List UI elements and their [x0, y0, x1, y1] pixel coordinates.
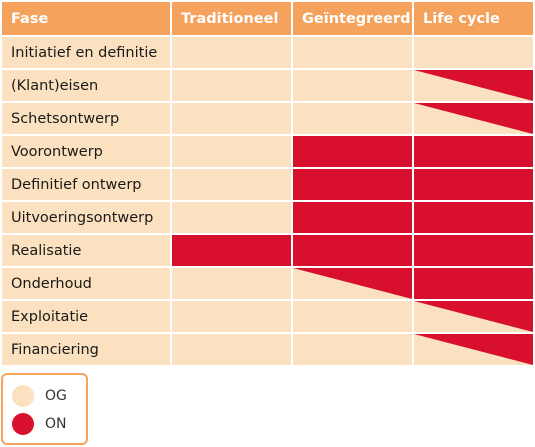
cell-traditioneel	[170, 68, 293, 103]
cell-traditioneel	[170, 134, 293, 169]
phase-label: Exploitatie	[0, 299, 172, 334]
phase-label: Schetsontwerp	[0, 101, 172, 136]
table-row: Exploitatie	[0, 299, 535, 334]
cell-geintegreerd	[291, 332, 414, 367]
cell-traditioneel	[170, 35, 293, 70]
legend-item-on: ON	[12, 413, 67, 435]
cell-life-cycle	[412, 35, 535, 70]
cell-life-cycle	[412, 233, 535, 268]
phase-label: Initiatief en definitie	[0, 35, 172, 70]
header-row: Fase Traditioneel Geïntegreerd Life cycl…	[0, 0, 535, 37]
cell-traditioneel	[170, 332, 293, 367]
legend-label-og: OG	[45, 388, 67, 404]
cell-life-cycle	[412, 200, 535, 235]
split-fill-triangle	[293, 268, 412, 299]
phase-label: Voorontwerp	[0, 134, 172, 169]
phase-label: (Klant)eisen	[0, 68, 172, 103]
cell-traditioneel	[170, 233, 293, 268]
cell-geintegreerd	[291, 167, 414, 202]
legend: OG ON	[1, 373, 88, 445]
on-share-triangle	[414, 103, 533, 134]
on-share-triangle	[293, 268, 412, 299]
cell-traditioneel	[170, 101, 293, 136]
cell-geintegreerd	[291, 68, 414, 103]
cell-life-cycle	[412, 101, 535, 136]
cell-geintegreerd	[291, 134, 414, 169]
cell-life-cycle	[412, 332, 535, 367]
header-life-cycle: Life cycle	[412, 0, 535, 37]
og-swatch-icon	[12, 385, 34, 407]
phase-label: Definitief ontwerp	[0, 167, 172, 202]
phase-label: Financiering	[0, 332, 172, 367]
split-fill-triangle	[414, 70, 533, 101]
responsibility-matrix: Fase Traditioneel Geïntegreerd Life cycl…	[0, 0, 535, 367]
table-row: Definitief ontwerp	[0, 167, 535, 202]
on-share-triangle	[414, 301, 533, 332]
header-phase: Fase	[0, 0, 172, 37]
phase-label: Realisatie	[0, 233, 172, 268]
table-row: Financiering	[0, 332, 535, 367]
on-share-triangle	[414, 334, 533, 365]
cell-geintegreerd	[291, 299, 414, 334]
matrix-body: Initiatief en definitie (Klant)eisen Schet…	[0, 35, 535, 367]
cell-life-cycle	[412, 167, 535, 202]
cell-geintegreerd	[291, 101, 414, 136]
phase-label: Onderhoud	[0, 266, 172, 301]
cell-traditioneel	[170, 266, 293, 301]
split-fill-triangle	[414, 301, 533, 332]
cell-geintegreerd	[291, 233, 414, 268]
cell-geintegreerd	[291, 200, 414, 235]
split-fill-triangle	[414, 334, 533, 365]
cell-geintegreerd	[291, 35, 414, 70]
split-fill-triangle	[414, 103, 533, 134]
cell-geintegreerd	[291, 266, 414, 301]
cell-traditioneel	[170, 167, 293, 202]
table-row: Initiatief en definitie	[0, 35, 535, 70]
cell-life-cycle	[412, 134, 535, 169]
on-swatch-icon	[12, 413, 34, 435]
cell-life-cycle	[412, 266, 535, 301]
cell-life-cycle	[412, 299, 535, 334]
header-traditioneel: Traditioneel	[170, 0, 293, 37]
legend-label-on: ON	[45, 416, 67, 432]
table-row: Realisatie	[0, 233, 535, 268]
cell-traditioneel	[170, 299, 293, 334]
table-row: Uitvoeringsontwerp	[0, 200, 535, 235]
header-geintegreerd: Geïntegreerd	[291, 0, 414, 37]
table-row: Onderhoud	[0, 266, 535, 301]
table-row: Voorontwerp	[0, 134, 535, 169]
legend-item-og: OG	[12, 385, 67, 407]
on-share-triangle	[414, 70, 533, 101]
table-row: (Klant)eisen	[0, 68, 535, 103]
table-row: Schetsontwerp	[0, 101, 535, 136]
cell-life-cycle	[412, 68, 535, 103]
phase-label: Uitvoeringsontwerp	[0, 200, 172, 235]
cell-traditioneel	[170, 200, 293, 235]
